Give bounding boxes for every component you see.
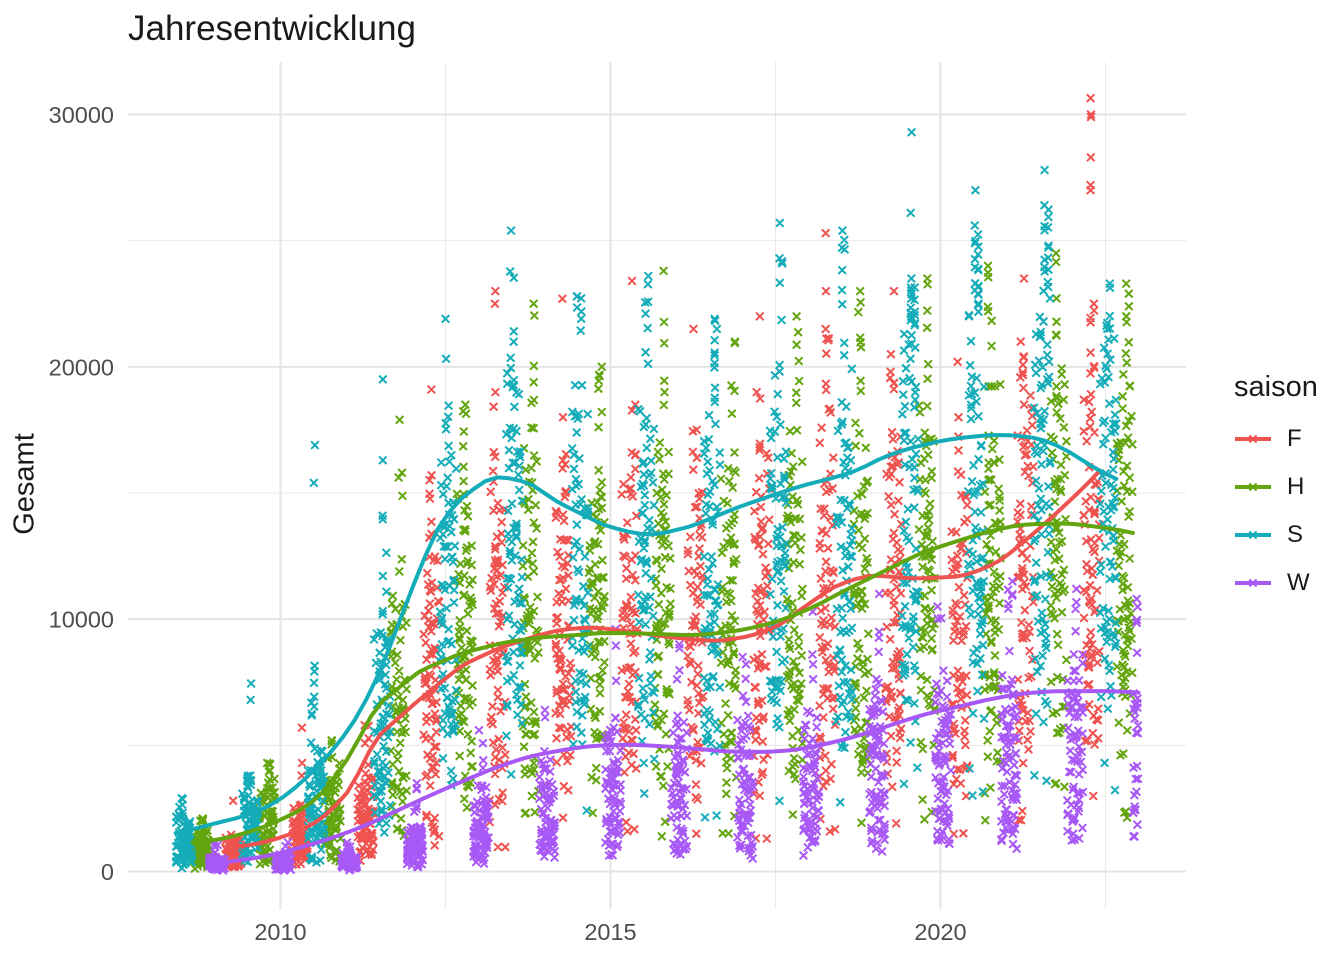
legend-title: saison: [1234, 371, 1318, 403]
legend-key-x-marker: [1248, 434, 1258, 443]
points-W: [204, 576, 1143, 876]
legend-key-F: [1235, 434, 1271, 443]
legend-key-S: [1235, 530, 1271, 539]
y-tick-label: 10000: [49, 607, 114, 633]
legend-entry-S: S: [1234, 517, 1318, 552]
legend-entry-H: H: [1234, 469, 1318, 504]
legend-entry-W: W: [1234, 565, 1318, 600]
smooth-line-H: [190, 521, 1135, 845]
legend-entry-F: F: [1234, 421, 1318, 456]
y-tick-label: 0: [101, 859, 114, 885]
legend-entry-label: W: [1287, 568, 1310, 596]
legend-key-W: [1235, 578, 1271, 587]
x-tick-label: 2020: [914, 919, 966, 945]
legend-key-x-marker: [1248, 530, 1258, 539]
legend-entry-label: F: [1287, 424, 1302, 452]
legend-key-x-marker: [1248, 482, 1258, 491]
legend-entry-label: H: [1287, 472, 1305, 500]
legend-key-x-marker: [1248, 578, 1258, 587]
x-tick-label: 2015: [584, 919, 636, 945]
y-tick-label: 30000: [49, 102, 114, 128]
x-tick-label: 2010: [254, 919, 306, 945]
legend-entry-label: S: [1287, 520, 1304, 548]
smooth-line-S: [173, 433, 1119, 836]
y-axis-title: Gesamt: [9, 433, 42, 535]
points-S: [171, 127, 1121, 873]
chart-title: Jahresentwicklung: [128, 9, 416, 48]
smooth-line-W: [207, 689, 1141, 867]
y-tick-label: 20000: [49, 354, 114, 380]
legend-key-H: [1235, 482, 1271, 491]
y-axis-title-text: Gesamt: [8, 433, 41, 535]
points-F: [221, 93, 1104, 872]
